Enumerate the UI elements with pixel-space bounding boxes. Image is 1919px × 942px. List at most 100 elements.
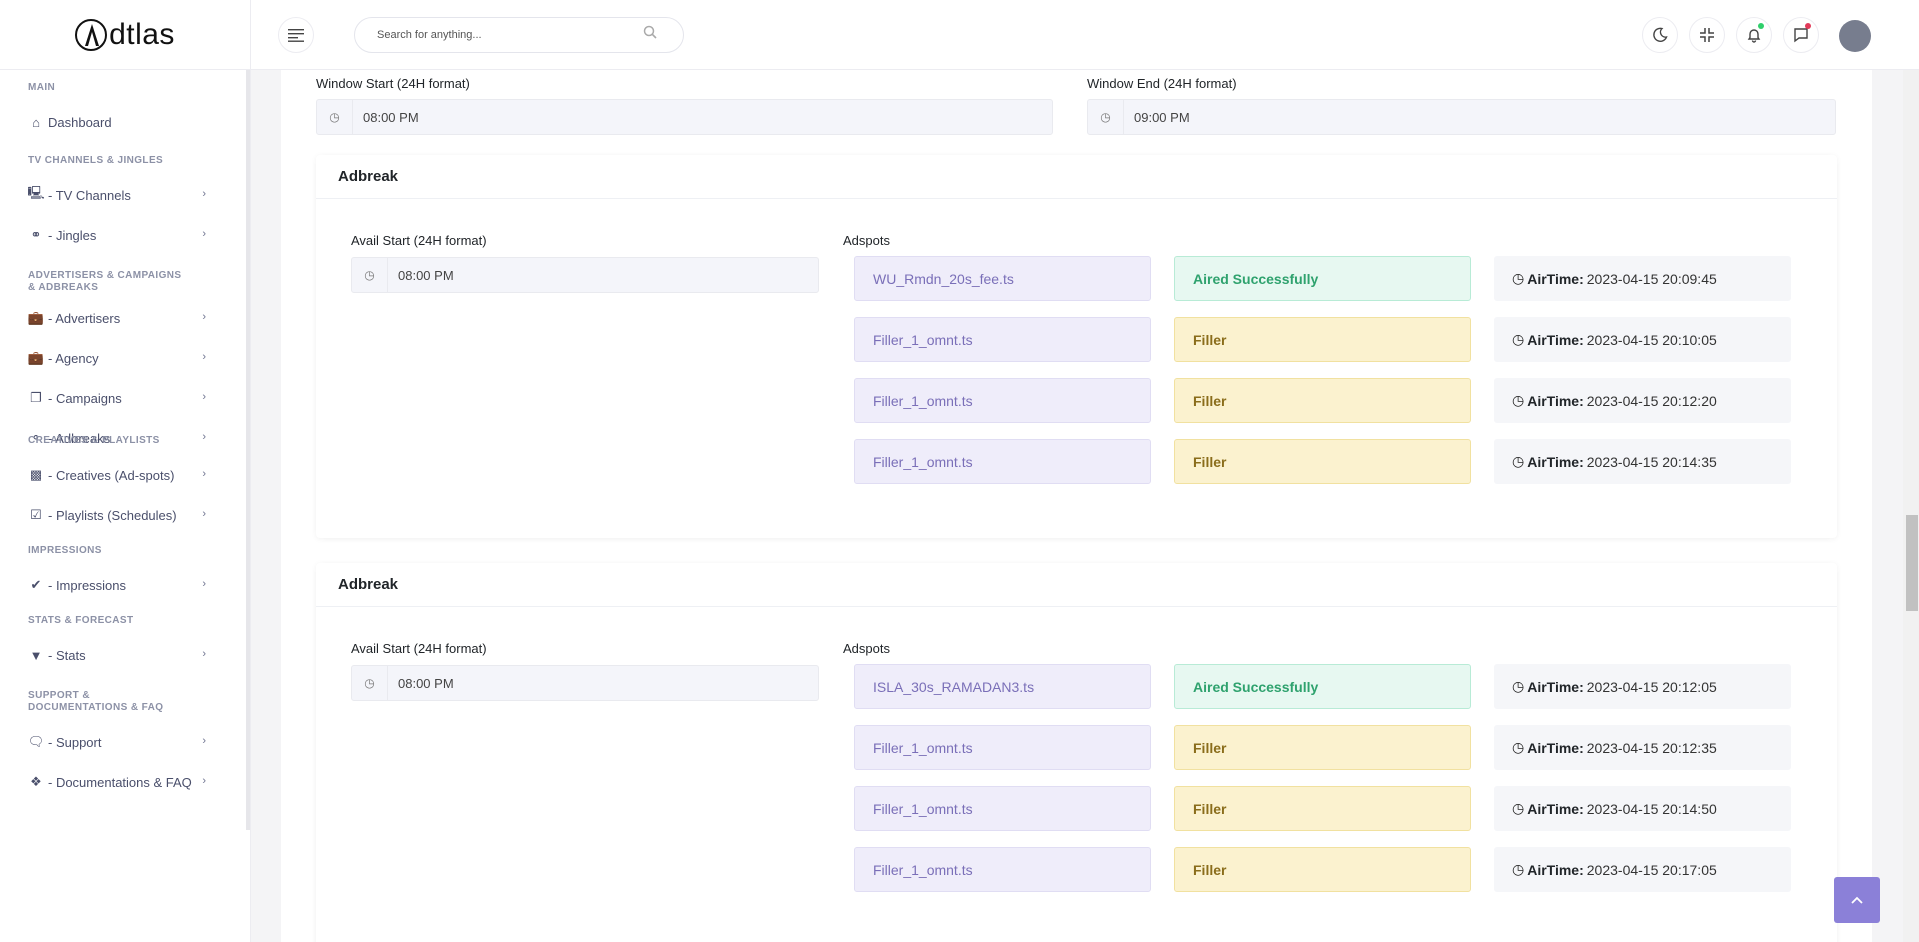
- messages-button[interactable]: [1783, 17, 1819, 53]
- sidebar-item-label: - Agency: [48, 350, 99, 366]
- sidebar-item-label: - Campaigns: [48, 390, 122, 406]
- sidebar-item[interactable]: 💼 - Advertisers ›: [0, 298, 250, 338]
- sidebar-item[interactable]: 💼 - Agency ›: [0, 338, 250, 378]
- airtime-label: AirTime:: [1527, 453, 1584, 470]
- adspot-file[interactable]: WU_Rmdn_20s_fee.ts: [854, 256, 1151, 301]
- status-badge: Aired Successfully: [1174, 256, 1471, 301]
- clock-icon: ◷: [1512, 739, 1525, 755]
- chevron-right-icon: ›: [202, 391, 206, 403]
- avail-start-input[interactable]: ◷ 08:00 PM: [351, 257, 819, 293]
- chevron-right-icon: ›: [202, 735, 206, 747]
- chevron-right-icon: ›: [202, 351, 206, 363]
- window-end-label: Window End (24H format): [1087, 76, 1237, 91]
- adspot-file[interactable]: ISLA_30s_RAMADAN3.ts: [854, 664, 1151, 709]
- adspot-file[interactable]: Filler_1_omnt.ts: [854, 439, 1151, 484]
- airtime: ◷ AirTime: 2023-04-15 20:17:05: [1494, 847, 1791, 892]
- airtime-label: AirTime:: [1527, 800, 1584, 817]
- sidebar-section-title: SUPPORT & DOCUMENTATIONS & FAQ: [28, 690, 164, 713]
- sidebar-item[interactable]: ✔ - Impressions ›: [0, 565, 250, 605]
- message-dot: [1805, 23, 1811, 29]
- adspot-file[interactable]: Filler_1_omnt.ts: [854, 317, 1151, 362]
- airtime-label: AirTime:: [1527, 861, 1584, 878]
- clock-icon: ◷: [1512, 861, 1525, 877]
- avail-start-value: 08:00 PM: [398, 675, 454, 691]
- search-icon[interactable]: [643, 25, 657, 39]
- status-badge: Aired Successfully: [1174, 664, 1471, 709]
- sidebar-section-title: MAIN: [28, 82, 56, 93]
- airtime: ◷ AirTime: 2023-04-15 20:12:35: [1494, 725, 1791, 770]
- copy-icon: ❐: [30, 390, 42, 405]
- sidebar-item[interactable]: ⌂ Dashboard: [0, 102, 250, 142]
- chat-icon: 🗨: [27, 734, 45, 749]
- sidebar-scrollbar[interactable]: [246, 70, 250, 830]
- adspot-file[interactable]: Filler_1_omnt.ts: [854, 378, 1151, 423]
- chevron-right-icon: ›: [202, 648, 206, 660]
- logo[interactable]: dtlas: [0, 0, 250, 70]
- sidebar-item[interactable]: 🖳 - TV Channels ›: [0, 175, 250, 215]
- sidebar-item[interactable]: ⚬ - Adbreaks ›: [0, 418, 250, 458]
- clock-icon: ◷: [317, 100, 353, 134]
- chevron-right-icon: ›: [202, 311, 206, 323]
- sidebar-item-label: - Playlists (Schedules): [48, 507, 177, 523]
- avatar[interactable]: [1839, 20, 1871, 52]
- sidebar-item[interactable]: ▩ - Creatives (Ad-spots) ›: [0, 455, 250, 495]
- message-icon: [1794, 28, 1808, 43]
- adspot-file[interactable]: Filler_1_omnt.ts: [854, 725, 1151, 770]
- tag-icon: ⚬: [30, 430, 42, 445]
- sidebar-item[interactable]: ⚭ - Jingles ›: [0, 215, 250, 255]
- chevron-right-icon: ›: [202, 228, 206, 240]
- clock-icon: ◷: [1512, 678, 1525, 694]
- briefcase-check-icon: 💼: [27, 310, 45, 325]
- clock-icon: ◷: [352, 666, 388, 700]
- search-input[interactable]: [354, 17, 684, 53]
- notifications-button[interactable]: [1736, 17, 1772, 53]
- airtime-value: 2023-04-15 20:12:20: [1586, 392, 1717, 409]
- clock-icon: ◷: [1512, 331, 1525, 347]
- sidebar-item[interactable]: 🗨 - Support ›: [0, 722, 250, 762]
- filter-icon: ▼: [29, 647, 43, 663]
- menu-toggle-button[interactable]: [278, 17, 314, 53]
- adspot-file[interactable]: Filler_1_omnt.ts: [854, 786, 1151, 831]
- sidebar-section-title: TV CHANNELS & JINGLES: [28, 155, 164, 166]
- adbreak-title: Adbreak: [316, 155, 1837, 199]
- sidebar-item[interactable]: ❖ - Documentations & FAQ ›: [0, 762, 250, 802]
- airtime-label: AirTime:: [1527, 392, 1584, 409]
- sidebar-item[interactable]: ▼ - Stats ›: [0, 635, 250, 675]
- fullscreen-button[interactable]: [1689, 17, 1725, 53]
- airtime-value: 2023-04-15 20:14:35: [1586, 453, 1717, 470]
- dark-mode-button[interactable]: [1642, 17, 1678, 53]
- sidebar-item-label: Dashboard: [48, 114, 112, 130]
- adspot-file[interactable]: Filler_1_omnt.ts: [854, 847, 1151, 892]
- airtime-value: 2023-04-15 20:09:45: [1586, 270, 1717, 287]
- avail-start-input[interactable]: ◷ 08:00 PM: [351, 665, 819, 701]
- clock-icon: ◷: [1512, 800, 1525, 816]
- page-scrollbar[interactable]: [1903, 70, 1919, 942]
- adspots-label: Adspots: [843, 641, 890, 656]
- airtime: ◷ AirTime: 2023-04-15 20:09:45: [1494, 256, 1791, 301]
- page-scrollbar-thumb[interactable]: [1906, 515, 1918, 611]
- compress-icon: [1700, 28, 1714, 42]
- main-content: Window Start (24H format) ◷ 08:00 PM Win…: [281, 70, 1872, 942]
- sidebar-item-label: - Support: [48, 734, 102, 750]
- sidebar-item[interactable]: ☑ - Playlists (Schedules) ›: [0, 495, 250, 535]
- airtime-label: AirTime:: [1527, 739, 1584, 756]
- top-header: [251, 0, 1919, 70]
- fingerprint-icon: ⚭: [30, 227, 42, 242]
- window-end-input[interactable]: ◷ 09:00 PM: [1087, 99, 1836, 135]
- sidebar: dtlas MAIN ⌂ Dashboard TV CHANNELS & JIN…: [0, 0, 251, 942]
- home-icon: ⌂: [32, 114, 40, 130]
- moon-icon: [1653, 27, 1668, 42]
- avail-start-label: Avail Start (24H format): [351, 641, 487, 656]
- window-start-label: Window Start (24H format): [316, 76, 470, 91]
- airtime: ◷ AirTime: 2023-04-15 20:12:05: [1494, 664, 1791, 709]
- back-to-top-button[interactable]: [1834, 877, 1880, 923]
- sidebar-item[interactable]: ❐ - Campaigns ›: [0, 378, 250, 418]
- chevron-right-icon: ›: [202, 578, 206, 590]
- window-start-input[interactable]: ◷ 08:00 PM: [316, 99, 1053, 135]
- airtime: ◷ AirTime: 2023-04-15 20:14:50: [1494, 786, 1791, 831]
- status-badge: Filler: [1174, 725, 1471, 770]
- sidebar-item-label: - Stats: [48, 647, 86, 663]
- airtime-label: AirTime:: [1527, 331, 1584, 348]
- airtime: ◷ AirTime: 2023-04-15 20:12:20: [1494, 378, 1791, 423]
- window-start-value: 08:00 PM: [363, 109, 419, 125]
